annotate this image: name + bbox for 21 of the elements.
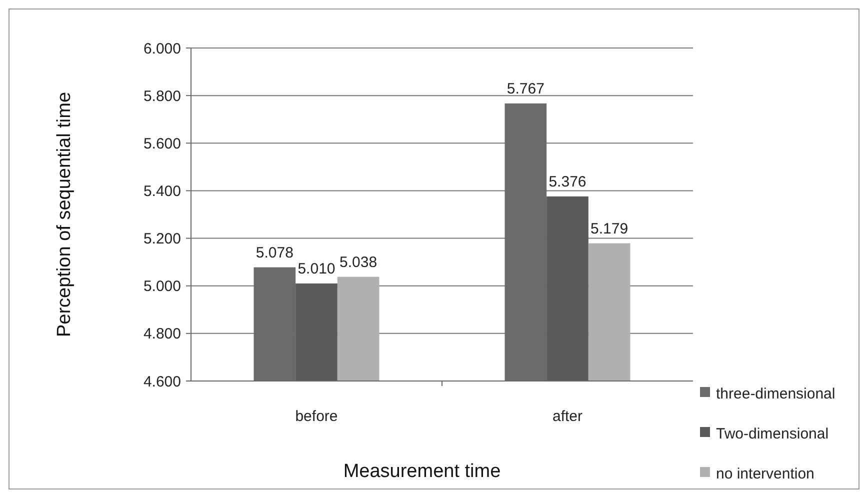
y-tick-label: 4.800 — [143, 326, 181, 343]
y-axis-title: Perception of sequential time — [54, 92, 75, 338]
data-label: 5.376 — [548, 173, 586, 190]
y-tick-label: 4.600 — [143, 373, 181, 390]
y-tick-label: 5.000 — [143, 278, 181, 296]
x-tick-label: before — [295, 408, 338, 425]
data-label: 5.078 — [256, 244, 294, 262]
legend-label: Two-dimensional — [716, 425, 829, 442]
y-tick-label: 5.800 — [143, 88, 181, 105]
y-tick-label: 5.200 — [143, 230, 181, 248]
legend-label: three-dimensional — [716, 385, 836, 402]
data-label: 5.038 — [340, 254, 378, 271]
y-tick-label: 5.400 — [143, 182, 181, 200]
legend-label: no intervention — [716, 465, 814, 482]
y-tick-label: 6.000 — [143, 40, 181, 58]
data-label: 5.767 — [506, 80, 544, 98]
y-tick-label: 5.600 — [143, 135, 181, 152]
x-axis-title: Measurement time — [343, 461, 501, 482]
data-label: 5.010 — [298, 260, 336, 278]
x-tick-label: after — [552, 408, 583, 425]
data-label: 5.179 — [590, 220, 628, 238]
